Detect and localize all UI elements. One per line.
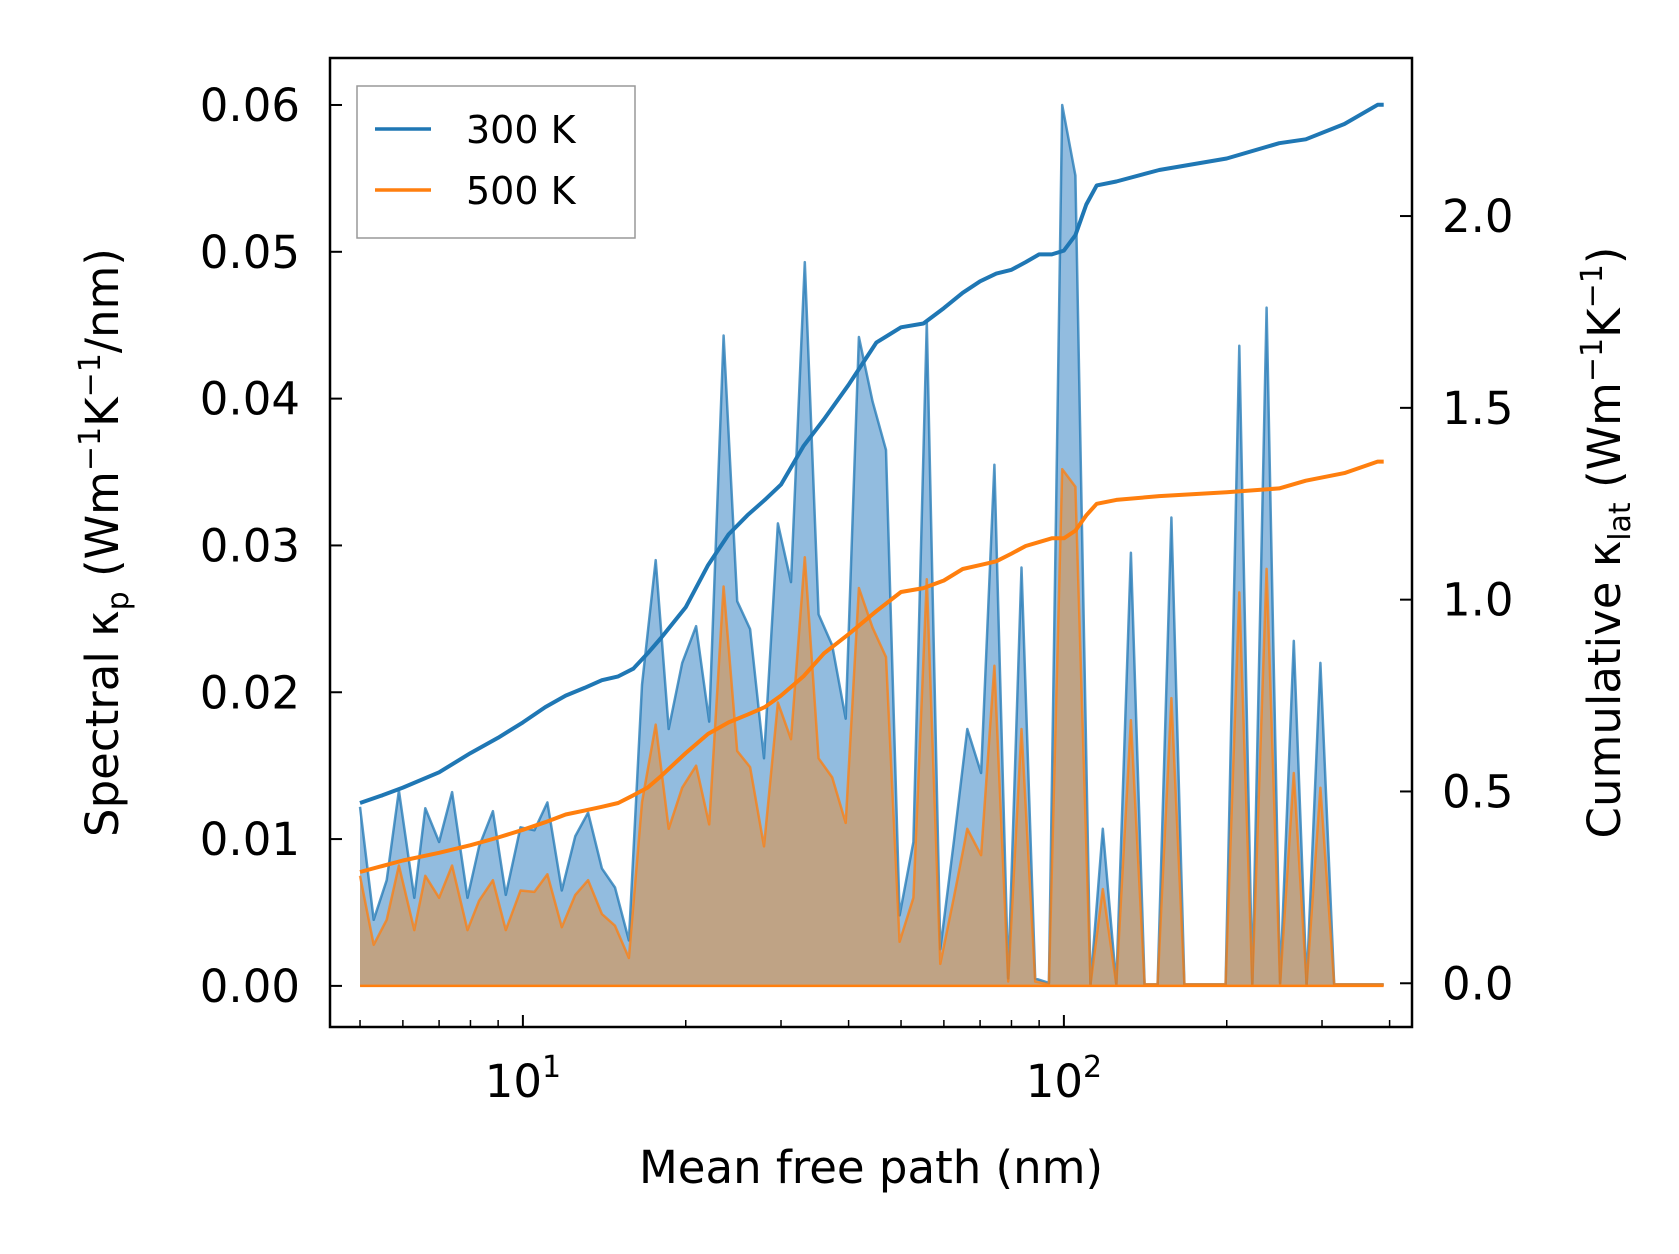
y-left-label-units-open: (Wm	[76, 471, 129, 591]
y-left-label-main: Spectral κ	[76, 610, 129, 837]
y-right-label-units-close: )	[1578, 247, 1631, 265]
y-left-tick-label: 0.03	[200, 519, 300, 572]
y-left-tick-label: 0.02	[200, 666, 300, 719]
y-right-label-units-open: (Wm	[1578, 382, 1631, 502]
cumulative-line-500k	[359, 459, 1384, 874]
data-lines	[358, 102, 1384, 988]
y-right-tick-label: 0.0	[1442, 957, 1514, 1010]
y-left-tick-label: 0.00	[200, 960, 300, 1013]
x-axis-label: Mean free path (nm)	[639, 1141, 1103, 1194]
y-right-label-exp1: −1	[1575, 338, 1610, 382]
spectral-line-500k	[358, 467, 1384, 986]
legend-label-300k: 300 K	[466, 108, 577, 152]
y-axis-left-label: Spectral κp (Wm−1K−1/nm)	[73, 248, 136, 837]
y-right-tick-label: 2.0	[1442, 190, 1514, 243]
y-right-label-main: Cumulative κ	[1578, 541, 1631, 839]
y-right-tick-label: 1.0	[1442, 574, 1514, 627]
plot-frame	[328, 56, 1414, 1029]
x-tick-label: 101	[485, 1050, 561, 1108]
y-right-tick-label: 1.5	[1442, 382, 1514, 435]
y-right-label-sub: lat	[1603, 502, 1638, 541]
y-left-tick-label: 0.06	[200, 79, 300, 132]
y-left-label-exp1: −1	[73, 427, 108, 471]
spectral-fill-500k	[360, 469, 1384, 986]
y-left-label-units-mid: K	[76, 396, 129, 427]
plot-area	[358, 102, 1384, 988]
y-right-label-exp2: −1	[1575, 264, 1610, 308]
y-left-label-exp2: −1	[73, 353, 108, 397]
legend: 300 K 500 K	[356, 85, 636, 239]
legend-label-500k: 500 K	[466, 169, 577, 213]
x-tick-label-exp: 2	[1083, 1050, 1102, 1085]
legend-box	[356, 85, 636, 239]
x-tick-label: 102	[1026, 1050, 1102, 1108]
y-left-label-units-close: /nm)	[76, 248, 129, 353]
y-axis-right-label: Cumulative κlat (Wm−1K−1)	[1575, 247, 1638, 839]
y-left-tick-label: 0.04	[200, 373, 300, 426]
y-left-tick-label: 0.01	[200, 813, 300, 866]
x-tick-label-exp: 1	[542, 1050, 561, 1085]
y-right-label-units-mid: K	[1578, 307, 1631, 338]
y-left-label-sub: p	[101, 591, 136, 610]
x-tick-label-base: 10	[1026, 1055, 1083, 1108]
y-left-tick-label: 0.05	[200, 226, 300, 279]
y-right-tick-label: 0.5	[1442, 765, 1514, 818]
cumulative-line-300k	[359, 102, 1384, 805]
x-tick-label-base: 10	[485, 1055, 542, 1108]
axis-ticks: 0.00 0.01 0.02 0.03 0.04 0.05 0.06 0.0 0.5 1.0 1.5…	[200, 79, 1514, 1108]
